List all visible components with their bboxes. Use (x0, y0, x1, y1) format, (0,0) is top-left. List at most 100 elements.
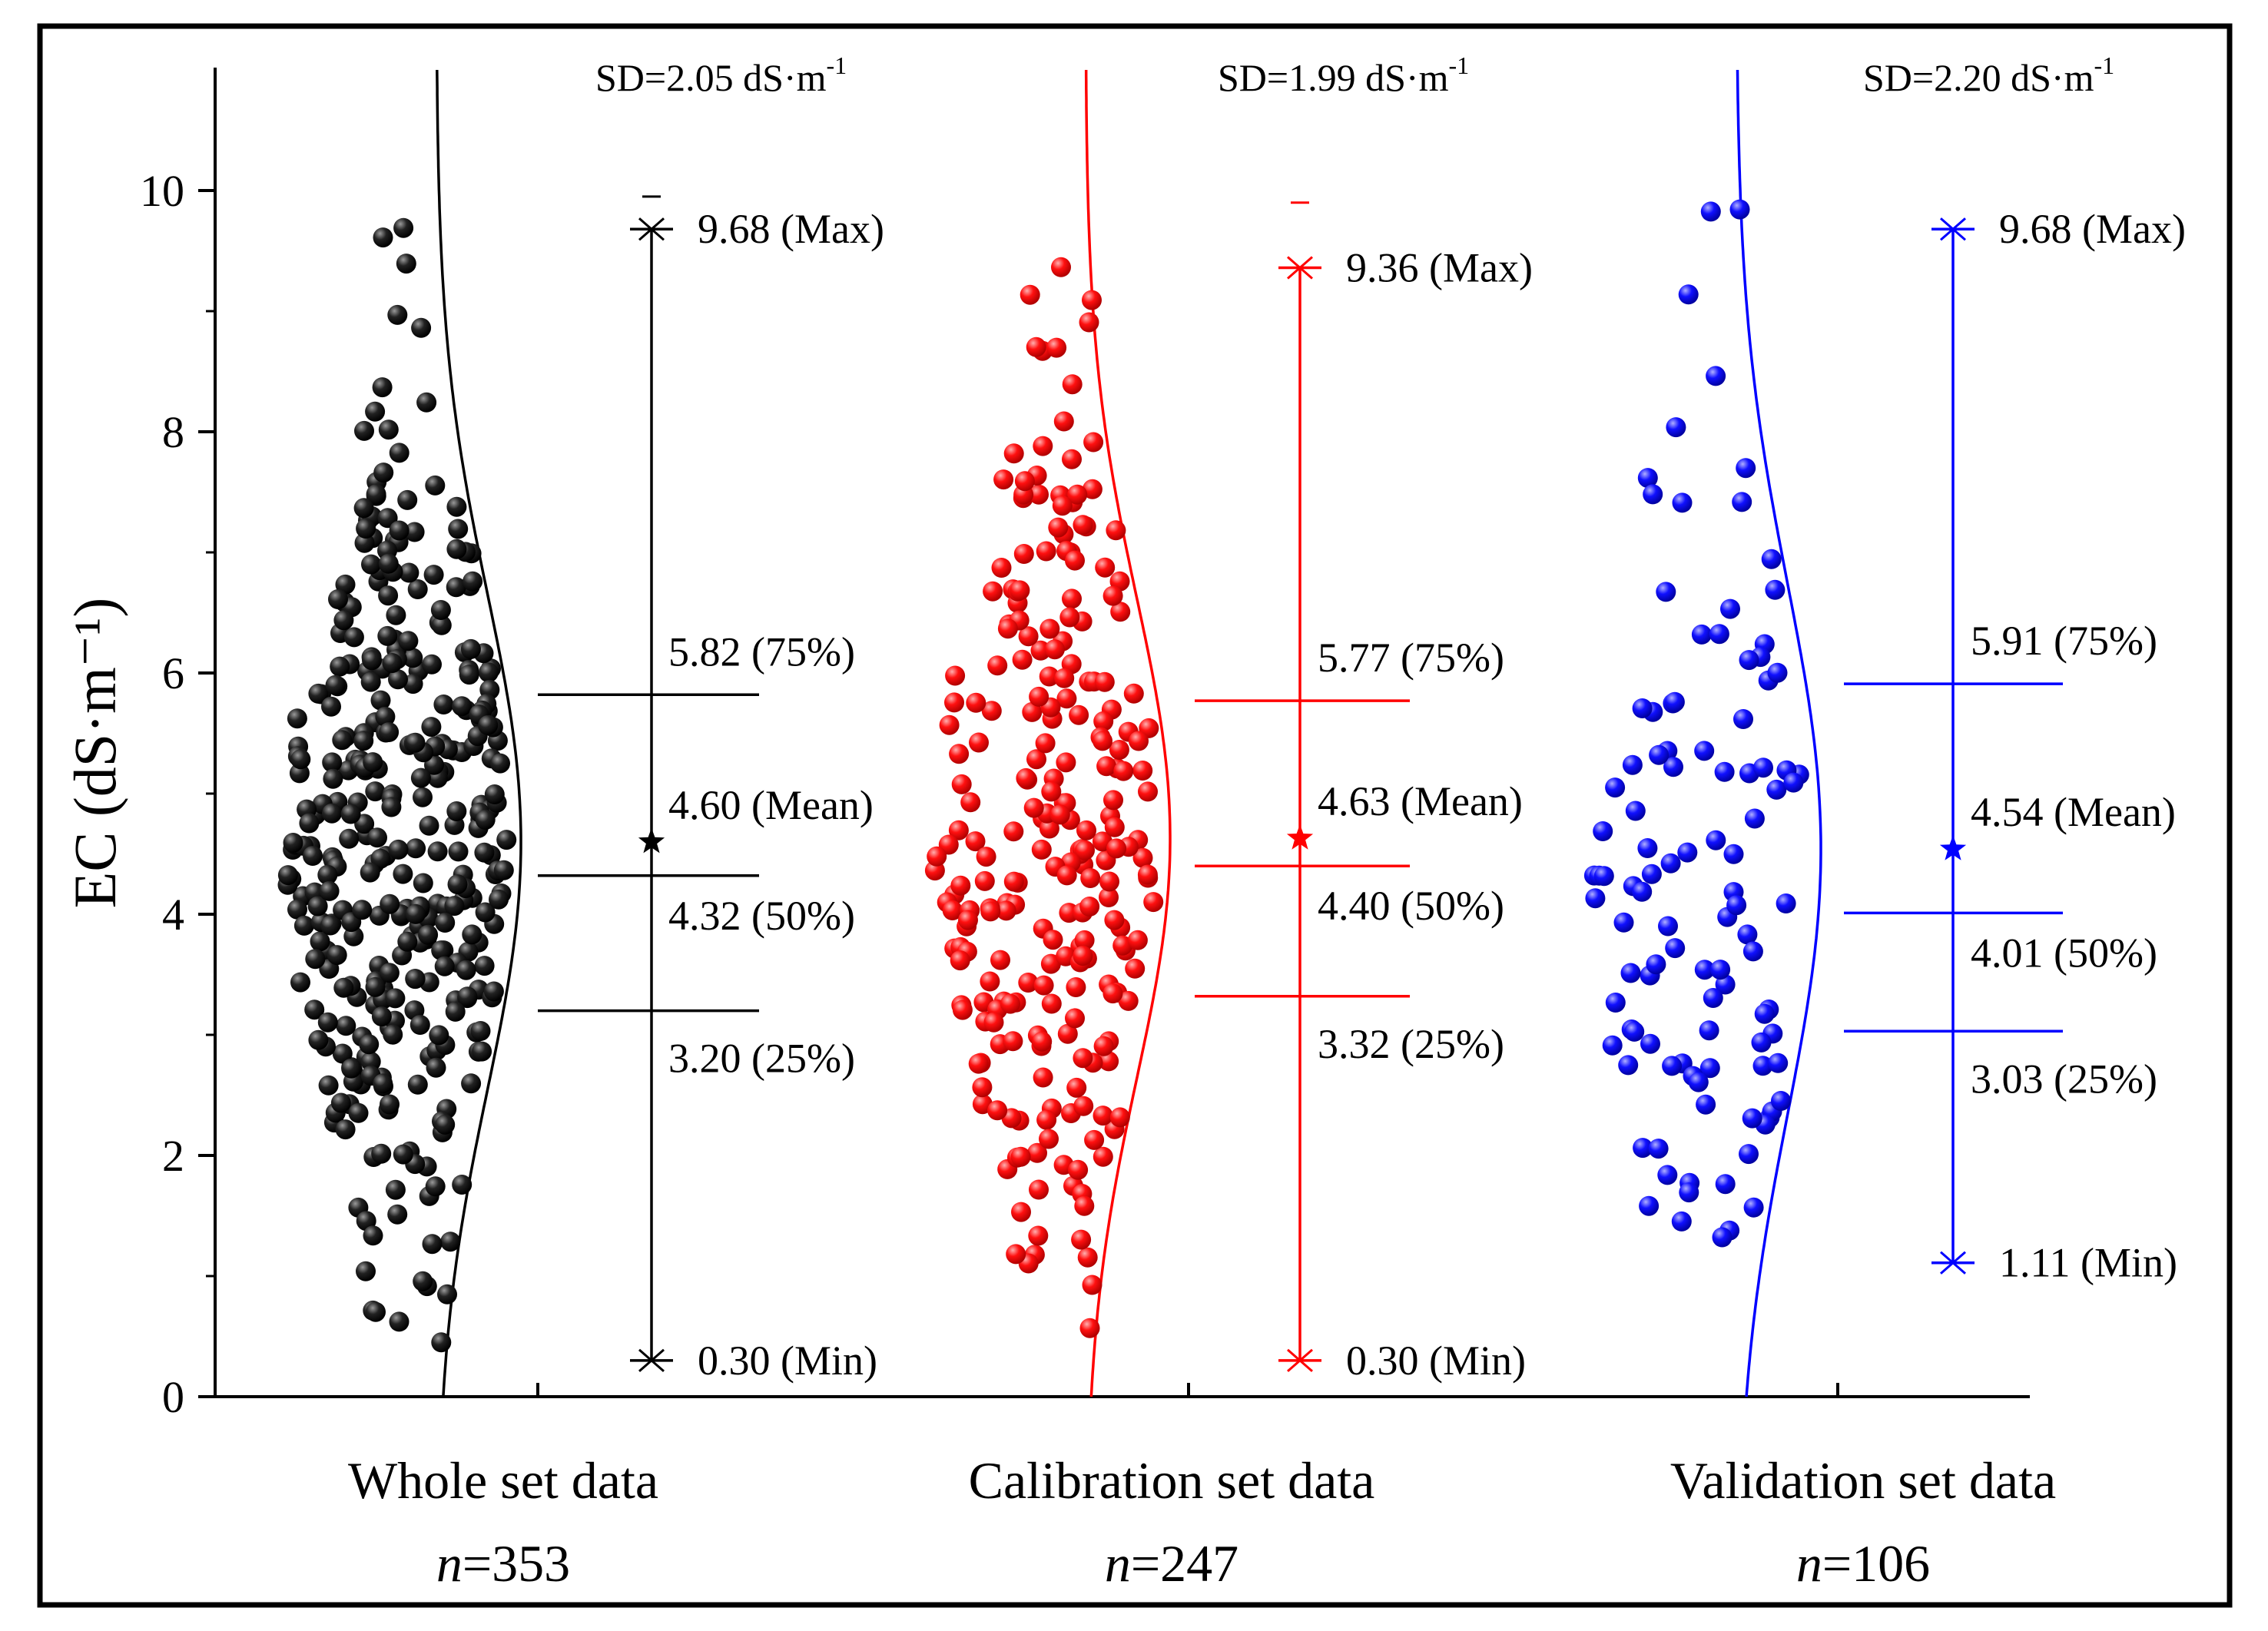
data-point (1053, 411, 1074, 432)
data-point (365, 401, 386, 422)
data-point (1018, 626, 1039, 647)
data-point (444, 896, 465, 917)
data-point (413, 873, 433, 893)
data-point (343, 627, 364, 648)
data-point (1688, 1072, 1709, 1092)
data-point (372, 377, 393, 398)
data-point (413, 1271, 433, 1291)
data-point (348, 1102, 369, 1123)
data-point (403, 674, 423, 695)
data-point (1765, 579, 1786, 600)
data-point (991, 558, 1012, 578)
data-point (308, 683, 329, 704)
data-point (1057, 1023, 1078, 1044)
data-point (1082, 479, 1102, 499)
data-point (1605, 777, 1626, 798)
data-point (966, 692, 986, 713)
data-point (1102, 983, 1123, 1004)
data-point (356, 519, 376, 539)
median-label: 4.01 (50%) (1971, 930, 2157, 976)
data-point (322, 752, 343, 773)
n-value: =353 (463, 1534, 570, 1593)
data-point (1678, 284, 1699, 305)
data-point (385, 988, 406, 1009)
data-point (1079, 1318, 1100, 1338)
y-tick-label: 8 (162, 407, 184, 457)
data-point (1041, 993, 1062, 1014)
data-point (1041, 781, 1062, 802)
data-point (1036, 541, 1056, 562)
data-point (460, 638, 481, 659)
data-point (1768, 1053, 1789, 1073)
data-point (478, 662, 499, 683)
data-point (1068, 1159, 1089, 1180)
data-point (1093, 731, 1112, 751)
data-point (354, 420, 374, 441)
data-point (1602, 1035, 1623, 1056)
q75-label: 5.91 (75%) (1971, 618, 2157, 664)
data-point (1624, 1021, 1645, 1042)
data-point (406, 838, 426, 859)
data-point (452, 696, 472, 717)
data-point (407, 1074, 428, 1095)
data-point (1637, 838, 1658, 858)
data-point (404, 522, 425, 542)
data-point (393, 1144, 413, 1165)
data-point (1739, 650, 1759, 671)
data-point (1079, 312, 1099, 333)
data-point (1073, 515, 1093, 535)
data-point (431, 1332, 452, 1353)
data-point (1077, 1247, 1098, 1268)
data-point (1093, 711, 1114, 731)
data-point (475, 810, 496, 830)
data-point (945, 665, 966, 686)
data-point (1657, 1165, 1678, 1185)
data-point (1709, 624, 1729, 645)
data-point (388, 839, 409, 860)
max-label: 9.68 (Max) (698, 206, 884, 252)
data-point (1733, 709, 1753, 729)
data-point (1062, 449, 1082, 469)
data-point (1018, 973, 1039, 993)
data-point (972, 1077, 993, 1098)
data-point (1033, 975, 1054, 996)
data-point (421, 717, 442, 738)
data-point (1679, 1182, 1699, 1203)
data-point (474, 956, 495, 976)
data-point (389, 443, 410, 463)
data-point (429, 1025, 449, 1046)
data-point (332, 730, 353, 751)
data-point (1132, 761, 1153, 781)
data-point (427, 841, 448, 862)
data-point (1048, 517, 1069, 538)
data-point (385, 1179, 406, 1200)
data-point (1003, 1031, 1023, 1052)
mean-star (638, 827, 665, 854)
data-point (399, 562, 419, 583)
series-group-3: 9.68 (Max) 1.11 (Min) 5.91 (75%) 4.54 (Mean… (1583, 51, 2186, 1593)
data-point (1138, 781, 1158, 802)
y-tick-label: 4 (162, 890, 184, 940)
median-label: 4.32 (50%) (668, 893, 855, 939)
min-label: 1.11 (Min) (1999, 1240, 2177, 1286)
data-point (475, 902, 496, 923)
y-axis-label: EC (dS·m⁻¹) (61, 598, 128, 909)
data-point (382, 653, 403, 673)
data-point (378, 553, 399, 574)
y-tick-label: 10 (140, 166, 184, 216)
data-point (335, 1119, 356, 1140)
data-point (386, 605, 406, 625)
data-point (353, 731, 374, 751)
data-point (1003, 443, 1024, 464)
y-tick-label: 0 (162, 1372, 184, 1422)
data-point (389, 1311, 410, 1332)
data-point (431, 615, 452, 635)
data-point (370, 848, 391, 869)
data-point (1028, 1225, 1049, 1246)
data-point (1720, 598, 1740, 619)
data-point (1783, 772, 1804, 793)
y-tick-label: 2 (162, 1131, 184, 1181)
data-point (1026, 336, 1046, 357)
data-point (1095, 557, 1116, 578)
data-point (304, 999, 325, 1020)
